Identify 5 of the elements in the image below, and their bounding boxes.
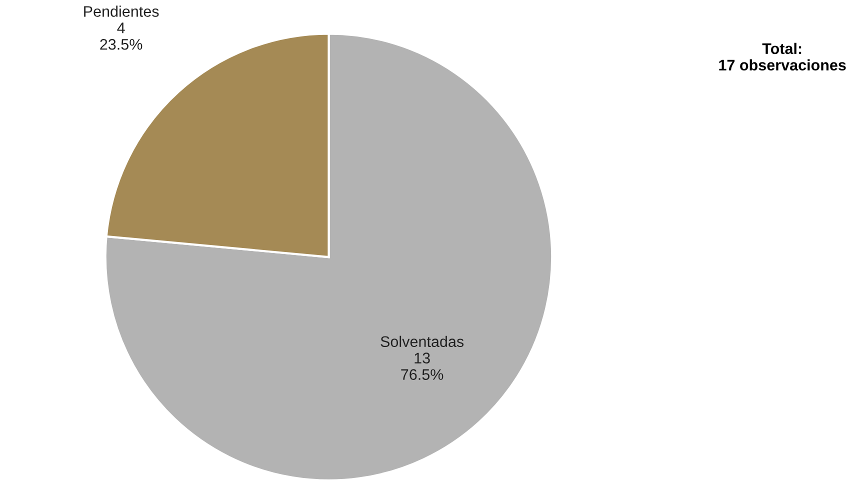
data-label: 13 76.5% (401, 352, 444, 380)
slice-label: Solventadas (380, 336, 464, 348)
data-label: 4 23.5% (100, 22, 142, 50)
text: Total: 17 observaciones (719, 42, 846, 71)
slice-label: Pendientes (84, 6, 159, 17)
